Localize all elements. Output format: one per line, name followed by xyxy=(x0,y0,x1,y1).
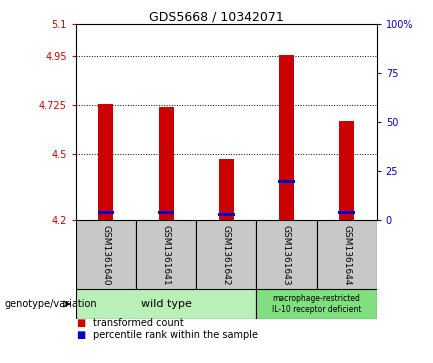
Text: GSM1361640: GSM1361640 xyxy=(101,225,110,286)
Text: genotype/variation: genotype/variation xyxy=(4,299,97,309)
Bar xyxy=(98,104,113,220)
Bar xyxy=(339,121,354,220)
Bar xyxy=(317,220,377,289)
Bar xyxy=(136,220,196,289)
Bar xyxy=(278,180,295,183)
Bar xyxy=(76,289,256,319)
Text: ■: ■ xyxy=(76,318,85,328)
Text: GSM1361641: GSM1361641 xyxy=(162,225,171,286)
Bar xyxy=(279,55,294,220)
Bar xyxy=(97,211,114,213)
Text: GDS5668 / 10342071: GDS5668 / 10342071 xyxy=(149,11,284,24)
Text: GSM1361644: GSM1361644 xyxy=(342,225,351,286)
Bar xyxy=(158,211,174,213)
Text: percentile rank within the sample: percentile rank within the sample xyxy=(93,330,258,340)
Text: GSM1361643: GSM1361643 xyxy=(282,225,291,286)
Bar xyxy=(256,289,377,319)
Text: GSM1361642: GSM1361642 xyxy=(222,225,231,286)
Bar xyxy=(338,211,355,213)
Text: ■: ■ xyxy=(76,330,85,340)
Bar xyxy=(196,220,256,289)
Text: wild type: wild type xyxy=(141,299,191,309)
Bar xyxy=(218,213,235,216)
Bar xyxy=(158,107,174,220)
Text: transformed count: transformed count xyxy=(93,318,184,328)
Bar xyxy=(76,220,136,289)
Bar xyxy=(256,220,317,289)
Text: macrophage-restricted
IL-10 receptor deficient: macrophage-restricted IL-10 receptor def… xyxy=(272,294,361,314)
Bar xyxy=(219,159,234,220)
